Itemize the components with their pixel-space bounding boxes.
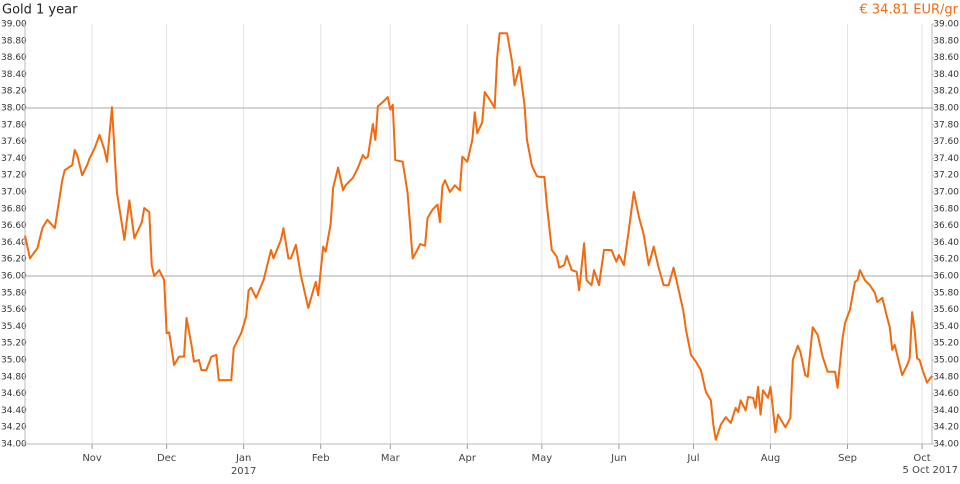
x-tick-label: May: [532, 453, 553, 464]
y2-tick-label: 34.20: [933, 423, 959, 433]
y-tick-label: 35.00: [1, 356, 27, 366]
y-tick-label: 36.20: [1, 255, 27, 265]
y2-tick-label: 38.00: [933, 104, 959, 114]
y2-tick-label: 38.60: [933, 53, 959, 63]
y-tick-label: 39.00: [1, 20, 27, 30]
y2-tick-label: 37.20: [933, 171, 959, 181]
y-tick-label: 36.60: [1, 221, 27, 231]
y-tick-label: 34.80: [1, 372, 27, 382]
y2-tick-label: 34.00: [933, 440, 959, 450]
y-tick-label: 35.20: [1, 339, 27, 349]
year-label: 2017: [231, 466, 256, 477]
x-tick-label: Jul: [686, 453, 699, 464]
y2-tick-label: 35.40: [933, 322, 959, 332]
y-tick-label: 37.20: [1, 171, 27, 181]
y2-tick-label: 36.00: [933, 272, 959, 282]
y2-tick-label: 37.40: [933, 154, 959, 164]
chart-title: Gold 1 year: [2, 3, 78, 18]
x-tick-label: Aug: [761, 453, 781, 464]
y-tick-label: 34.60: [1, 389, 27, 399]
x-tick-label: Mar: [381, 453, 401, 464]
x-tick-label: Jan: [235, 453, 251, 464]
y-tick-label: 35.40: [1, 322, 27, 332]
y2-tick-label: 39.00: [933, 20, 959, 30]
y-tick-label: 37.40: [1, 154, 27, 164]
y2-tick-label: 35.20: [933, 339, 959, 349]
y2-tick-label: 37.80: [933, 120, 959, 130]
y2-tick-label: 36.40: [933, 238, 959, 248]
y2-tick-label: 36.20: [933, 255, 959, 265]
y2-tick-label: 38.40: [933, 70, 959, 80]
x-tick-label: Nov: [82, 453, 102, 464]
y-tick-label: 34.00: [1, 440, 27, 450]
y-tick-label: 34.20: [1, 423, 27, 433]
y-tick-label: 38.40: [1, 70, 27, 80]
x-tick-label: Jun: [610, 453, 627, 464]
y-tick-label: 35.60: [1, 305, 27, 315]
y2-tick-label: 36.60: [933, 221, 959, 231]
y2-tick-label: 35.00: [933, 356, 959, 366]
price-label: € 34.81 EUR/gr: [860, 3, 959, 18]
y-tick-label: 38.80: [1, 36, 27, 46]
y-tick-label: 37.80: [1, 120, 27, 130]
y-tick-label: 36.00: [1, 272, 27, 282]
price-line: [24, 32, 933, 441]
y-tick-label: 38.20: [1, 87, 27, 97]
y2-tick-label: 34.80: [933, 372, 959, 382]
y2-tick-label: 36.80: [933, 204, 959, 214]
y-tick-label: 38.00: [1, 104, 27, 114]
y-tick-label: 37.60: [1, 137, 27, 147]
y2-tick-label: 38.20: [933, 87, 959, 97]
y2-tick-label: 35.80: [933, 288, 959, 298]
x-tick-label: Sep: [838, 453, 857, 464]
x-tick-label: Dec: [157, 453, 176, 464]
y-tick-label: 36.80: [1, 204, 27, 214]
y2-tick-label: 37.00: [933, 188, 959, 198]
x-tick-label: Feb: [312, 453, 330, 464]
y-tick-label: 37.00: [1, 188, 27, 198]
y-tick-label: 36.40: [1, 238, 27, 248]
end-label: 5 Oct 2017: [903, 465, 958, 476]
y-tick-label: 34.40: [1, 406, 27, 416]
y2-tick-label: 35.60: [933, 305, 959, 315]
y2-tick-label: 34.40: [933, 406, 959, 416]
y-tick-label: 35.80: [1, 288, 27, 298]
y-tick-label: 38.60: [1, 53, 27, 63]
x-tick-label: Oct: [913, 453, 930, 464]
x-tick-label: Apr: [459, 453, 477, 464]
y2-tick-label: 34.60: [933, 389, 959, 399]
y2-tick-label: 38.80: [933, 36, 959, 46]
y2-tick-label: 37.60: [933, 137, 959, 147]
